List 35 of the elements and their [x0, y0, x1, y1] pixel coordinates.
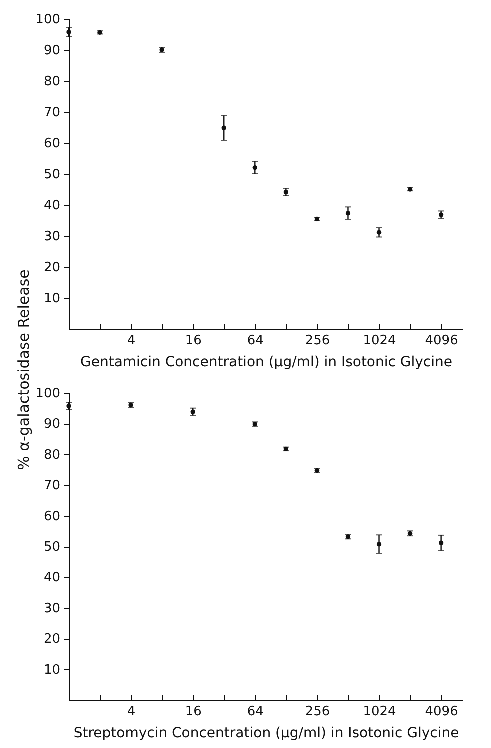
- x-axis-title: Gentamicin Concentration (μg/ml) in Isotonic Glycine: [80, 354, 453, 370]
- y-tick-label: 70: [44, 478, 60, 494]
- y-tick-label: 90: [44, 417, 60, 432]
- y-tick-label: 90: [44, 44, 60, 58]
- y-tick-label: 80: [44, 448, 60, 463]
- y-tick-label: 30: [44, 230, 60, 244]
- y-tick-label: 70: [44, 106, 60, 120]
- y-tick-label: 10: [44, 662, 60, 678]
- x-tick-label: 4096: [425, 704, 458, 720]
- x-tick-label: 1024: [363, 704, 396, 720]
- x-tick-label: 64: [247, 334, 264, 348]
- y-tick-label: 60: [44, 136, 60, 152]
- y-tick-label: 50: [44, 540, 60, 555]
- y-tick-label: 60: [44, 509, 60, 524]
- y-tick-label: 80: [44, 74, 60, 90]
- x-tick-label: 4: [127, 704, 136, 720]
- y-tick-label: 100: [36, 12, 60, 28]
- x-tick-label: 4: [127, 334, 136, 348]
- y-tick-label: 40: [44, 570, 60, 586]
- y-tick-label: 30: [44, 601, 60, 616]
- y-tick-label: 20: [44, 260, 60, 276]
- y-tick-label: 40: [44, 198, 60, 214]
- x-tick-label: 1024: [363, 334, 396, 348]
- y-tick-label: 50: [44, 168, 60, 182]
- x-tick-label: 256: [305, 334, 330, 348]
- x-axis-title: Streptomycin Concentration (μg/ml) in Isotonic Glycine: [74, 726, 460, 742]
- x-tick-label: 256: [305, 704, 330, 720]
- y-tick-label: 100: [36, 386, 60, 402]
- x-tick-label: 16: [185, 704, 202, 720]
- y-axis-title: % α-galactosidase Release: [15, 270, 33, 470]
- x-tick-label: 64: [247, 704, 264, 720]
- y-tick-label: 20: [44, 632, 60, 648]
- y-tick-label: 10: [44, 292, 60, 306]
- x-tick-label: 4096: [425, 334, 458, 348]
- x-tick-label: 16: [185, 334, 202, 348]
